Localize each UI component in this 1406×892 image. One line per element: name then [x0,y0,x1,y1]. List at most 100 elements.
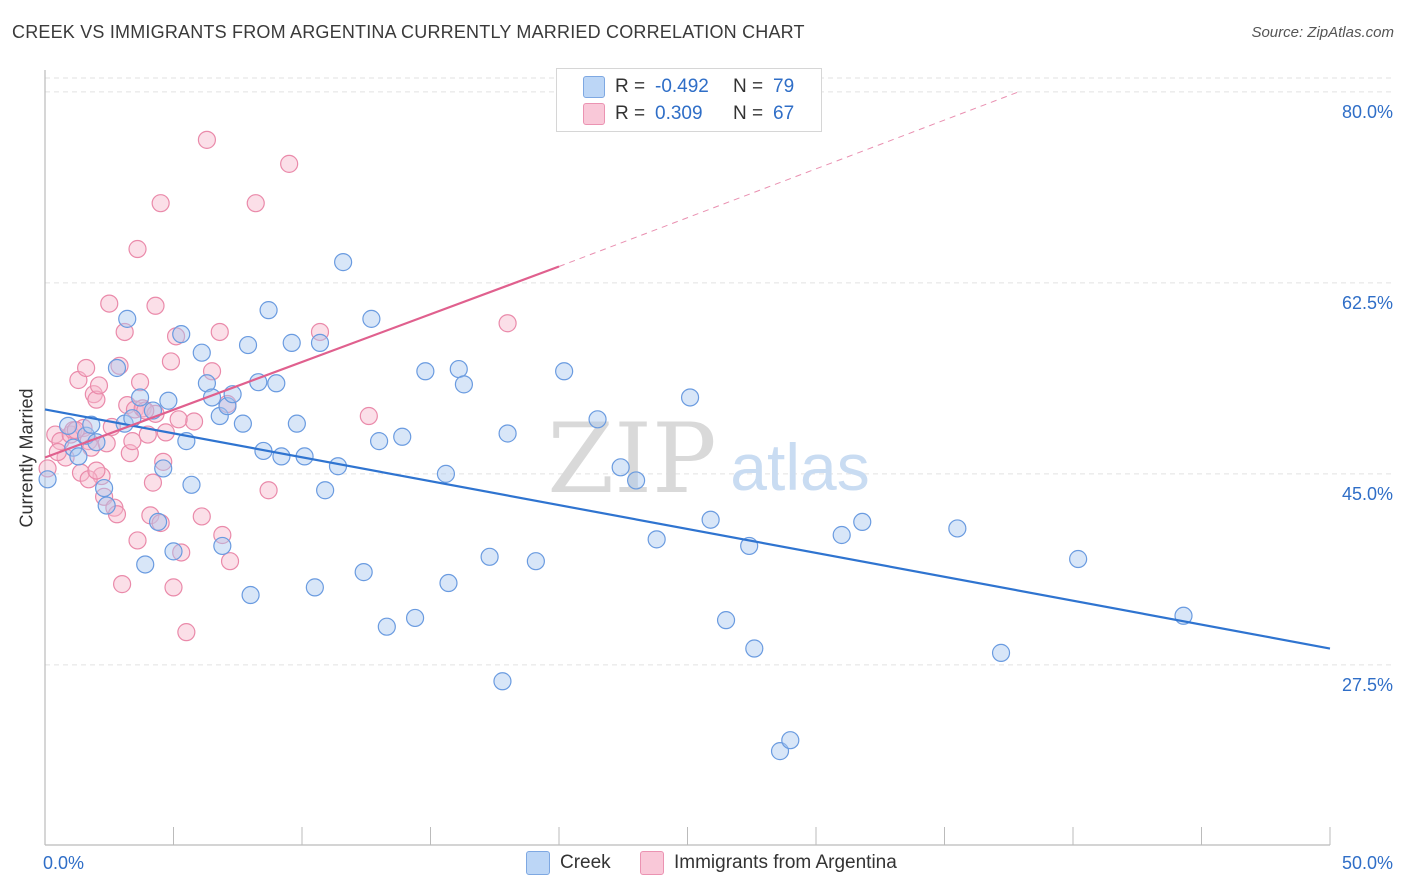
bottom-legend-swatch-creek [526,851,550,875]
argentina-point [259,481,278,500]
trend-lines [44,90,1331,650]
creek-point [588,410,607,429]
creek-point [832,525,851,545]
argentina-point [112,575,132,594]
watermark-zip: ZIP [547,403,716,515]
argentina-point [128,531,147,550]
creek-point [393,427,412,446]
argentina-point [246,194,265,213]
bottom-legend-creek: Creek [526,851,611,875]
creek-point [259,301,278,320]
creek-point [480,547,499,566]
creek-point [82,415,101,434]
legend-n-label: N = [733,103,764,124]
y-tick-label: 62.5% [1342,293,1393,313]
x-tick-label: 0.0% [43,853,84,873]
legend-r-value: -0.492 [655,76,709,97]
creek-point [439,573,458,593]
source-label: Source: ZipAtlas.com [1251,24,1394,41]
creek-point [354,563,373,582]
creek-points [38,253,1193,761]
argentina-point [146,296,165,315]
creek-point [164,542,183,561]
bottom-legend-label-argentina: Immigrants from Argentina [674,852,897,873]
creek-point [334,253,353,272]
creek-point [948,519,967,538]
creek-point [182,475,201,494]
y-tick-label: 80.0% [1342,102,1393,122]
watermark: ZIP atlas [547,403,869,515]
argentina-trend-line [44,265,560,459]
creek-point [377,617,396,636]
creek-point [526,552,545,571]
legend-n-label: N = [733,76,764,97]
creek-point [853,512,872,532]
creek-point [107,358,127,378]
bottom-legend-swatch-argentina [640,851,664,875]
argentina-points [38,130,517,642]
creek-point [362,309,381,328]
creek-point [172,325,191,344]
creek-point [238,335,258,355]
legend-row-creek: R = -0.492 N = 79 [583,74,794,100]
creek-point [267,374,286,393]
creek-point [745,639,764,658]
creek-point [118,309,137,328]
grid [45,77,1395,666]
creek-point [197,374,217,393]
creek-point [192,343,211,362]
argentina-point [130,373,150,392]
creek-point [69,447,88,466]
chart-title: CREEK VS IMMIGRANTS FROM ARGENTINA CURRE… [12,22,805,42]
argentina-point [77,358,96,378]
creek-point [213,536,232,556]
creek-point [991,643,1011,662]
creek-point [130,388,150,407]
x-tick-label: 50.0% [1342,853,1393,873]
y-axis-label: Currently Married [16,388,37,528]
creek-point [370,432,389,451]
argentina-trend-extension [558,90,1022,267]
creek-point [154,459,173,478]
argentina-point [213,525,232,545]
creek-point [241,585,260,605]
argentina-point [169,410,188,429]
argentina-point [87,390,106,409]
legend-swatch-argentina [583,103,605,125]
creek-point [680,388,700,407]
creek-point [781,731,800,750]
creek-point [701,510,720,529]
tick-labels: 27.5% 45.0% 62.5% 80.0% 0.0% 50.0% [43,102,1393,873]
creek-point [233,414,252,433]
creek-point [416,362,435,381]
argentina-point [38,459,57,478]
creek-trend-line [44,408,1331,650]
argentina-point [110,356,129,375]
creek-point [136,555,155,574]
creek-point [310,333,330,352]
bottom-legend-argentina: Immigrants from Argentina [640,851,897,875]
argentina-point [128,239,147,259]
argentina-point [100,294,119,313]
creek-point [611,458,630,477]
creek-point [647,530,666,549]
argentina-point [310,322,330,342]
argentina-point [151,194,170,213]
legend-r-label: R = [615,76,646,97]
argentina-point [202,362,222,381]
argentina-point [210,322,229,342]
creek-point [328,457,348,476]
creek-point [95,478,114,498]
creek-point [159,391,178,410]
creek-point [716,611,736,630]
y-tick-label: 45.0% [1342,484,1393,504]
argentina-point [280,154,299,173]
creek-point [405,608,425,628]
argentina-point [177,623,196,642]
argentina-point [220,552,240,571]
creek-point [218,397,237,416]
creek-point [1069,549,1088,569]
creek-point [97,496,116,515]
legend-swatch-creek [583,76,605,98]
